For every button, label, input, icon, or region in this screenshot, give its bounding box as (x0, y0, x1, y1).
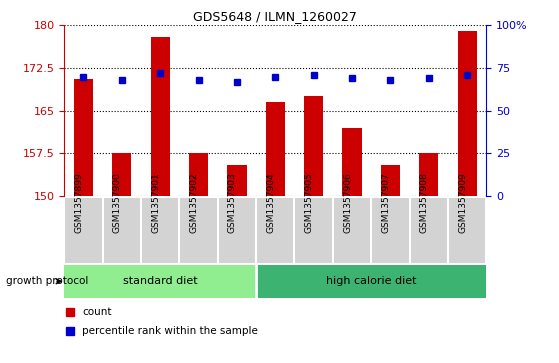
Text: GSM1357900: GSM1357900 (113, 173, 122, 233)
Text: standard diet: standard diet (123, 276, 197, 286)
Bar (458, 31, 477, 196)
Bar (189, 153, 208, 196)
Text: GSM1357909: GSM1357909 (458, 173, 467, 233)
Text: growth protocol: growth protocol (6, 276, 88, 286)
Bar (419, 153, 438, 196)
Bar (112, 153, 131, 196)
Text: GSM1357902: GSM1357902 (190, 173, 198, 233)
Bar (228, 165, 247, 196)
Text: GSM1357899: GSM1357899 (74, 173, 83, 233)
Bar (266, 102, 285, 196)
Bar (304, 97, 323, 196)
Bar (381, 165, 400, 196)
Text: count: count (83, 307, 112, 318)
Title: GDS5648 / ILMN_1260027: GDS5648 / ILMN_1260027 (193, 10, 357, 23)
Text: GSM1357906: GSM1357906 (343, 173, 352, 233)
Bar (74, 79, 93, 196)
Text: GSM1357904: GSM1357904 (266, 173, 275, 233)
Text: high calorie diet: high calorie diet (326, 276, 416, 286)
Bar (64, 265, 256, 298)
Bar (150, 37, 170, 196)
Text: GSM1357907: GSM1357907 (381, 173, 390, 233)
Text: GSM1357905: GSM1357905 (305, 173, 314, 233)
Bar (256, 265, 486, 298)
Text: GSM1357903: GSM1357903 (228, 173, 237, 233)
Text: GSM1357908: GSM1357908 (420, 173, 429, 233)
Bar (343, 128, 362, 196)
Text: percentile rank within the sample: percentile rank within the sample (83, 326, 258, 336)
Text: GSM1357901: GSM1357901 (151, 173, 160, 233)
